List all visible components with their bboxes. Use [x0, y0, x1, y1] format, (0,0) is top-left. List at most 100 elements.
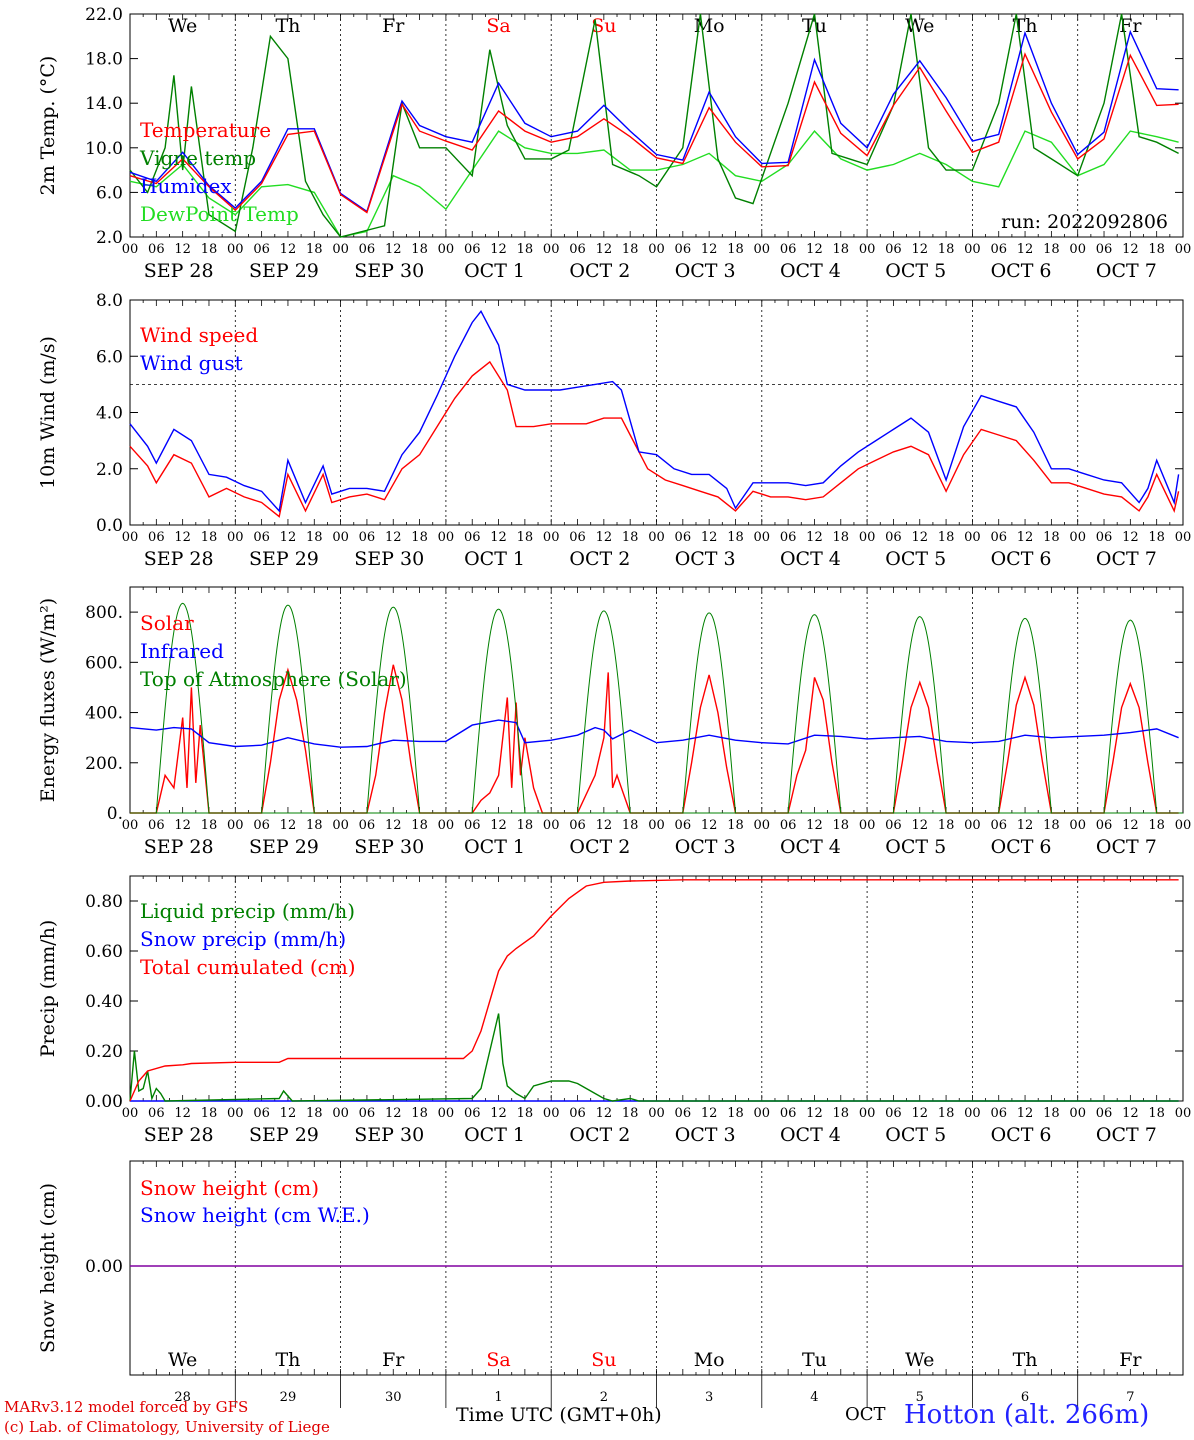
weekday-label: We: [168, 1349, 197, 1371]
legend-entry: Humidex: [140, 174, 232, 198]
hour-tick-label: 00: [754, 242, 771, 257]
hour-tick-label: 00: [859, 818, 876, 833]
hour-tick-label: 12: [596, 1106, 613, 1121]
weekday-label: Fr: [1119, 15, 1142, 37]
y-tick-label: 0.60: [85, 942, 123, 962]
hour-tick-label: 18: [938, 818, 955, 833]
day-number-label: 1: [494, 1390, 502, 1405]
hour-tick-label: 12: [701, 242, 718, 257]
hour-tick-label: 12: [596, 530, 613, 545]
weekday-label: Sa: [486, 1349, 510, 1371]
hour-tick-label: 18: [938, 530, 955, 545]
hour-tick-label: 00: [754, 1106, 771, 1121]
hour-tick-label: 18: [1148, 530, 1165, 545]
day-number-label: 5: [916, 1390, 924, 1405]
series-line-total-cumulated-cm-: [129, 879, 1179, 1102]
hour-tick-label: 12: [911, 818, 928, 833]
series-line-toa: [1099, 619, 1162, 814]
hour-tick-label: 18: [938, 1106, 955, 1121]
hour-tick-label: 00: [648, 530, 665, 545]
hour-tick-label: 00: [648, 242, 665, 257]
hour-tick-label: 06: [464, 818, 481, 833]
hour-tick-label: 06: [675, 818, 692, 833]
weekday-label: Su: [591, 1349, 616, 1371]
legend-entry: Temperature: [140, 118, 271, 142]
date-label: OCT 3: [675, 836, 736, 858]
hour-tick-label: 18: [727, 1106, 744, 1121]
hour-tick-label: 12: [1122, 818, 1139, 833]
date-label: SEP 29: [249, 548, 319, 570]
hour-tick-label: 18: [938, 242, 955, 257]
hour-tick-label: 00: [1069, 1106, 1086, 1121]
hour-tick-label: 00: [227, 242, 244, 257]
hour-tick-label: 00: [438, 530, 455, 545]
hour-tick-label: 00: [1175, 242, 1192, 257]
hour-tick-label: 00: [964, 1106, 981, 1121]
hour-tick-label: 06: [464, 242, 481, 257]
date-label: OCT 5: [885, 836, 946, 858]
series-line-temperature: [129, 52, 1179, 214]
y-tick-label: 0.0: [96, 516, 123, 536]
hour-tick-label: 12: [911, 530, 928, 545]
hour-tick-label: 00: [227, 530, 244, 545]
legend-entry: Total cumulated (cm): [140, 955, 356, 979]
hour-tick-label: 12: [385, 530, 402, 545]
hour-tick-label: 06: [780, 242, 797, 257]
hour-tick-label: 06: [1096, 818, 1113, 833]
date-label: SEP 30: [354, 1124, 424, 1146]
date-label: SEP 29: [249, 260, 319, 282]
day-number-label: 30: [385, 1390, 402, 1405]
hour-tick-label: 12: [596, 818, 613, 833]
series-line-toa: [889, 616, 951, 814]
day-number-label: 29: [280, 1390, 297, 1405]
hour-tick-label: 06: [885, 818, 902, 833]
date-label: OCT 6: [991, 836, 1052, 858]
hour-tick-label: 18: [517, 1106, 534, 1121]
hour-tick-label: 18: [1148, 818, 1165, 833]
date-label: OCT 1: [464, 548, 525, 570]
hour-tick-label: 00: [1069, 818, 1086, 833]
weekday-label: Th: [275, 1349, 300, 1371]
date-label: OCT 3: [675, 548, 736, 570]
y-tick-label: 2.0: [96, 460, 123, 480]
weekday-label: Sa: [486, 15, 510, 37]
hour-tick-label: 18: [1043, 818, 1060, 833]
hour-tick-label: 18: [622, 530, 639, 545]
hour-tick-label: 18: [306, 530, 323, 545]
date-label: OCT 5: [885, 1124, 946, 1146]
hour-tick-label: 18: [622, 818, 639, 833]
weekday-label: Th: [275, 15, 300, 37]
hour-tick-label: 06: [464, 1106, 481, 1121]
hour-tick-label: 00: [1175, 818, 1192, 833]
hour-tick-label: 18: [1043, 1106, 1060, 1121]
hour-tick-label: 06: [1096, 1106, 1113, 1121]
hour-tick-label: 06: [990, 1106, 1007, 1121]
lab-credit: (c) Lab. of Climatology, University of L…: [4, 1418, 330, 1436]
hour-tick-label: 00: [859, 1106, 876, 1121]
hour-tick-label: 12: [701, 818, 718, 833]
date-label: OCT 2: [569, 548, 630, 570]
hour-tick-label: 00: [332, 242, 349, 257]
date-label: SEP 28: [144, 260, 214, 282]
hour-tick-label: 12: [174, 530, 191, 545]
hour-tick-label: 06: [569, 242, 586, 257]
y-tick-label: 0.20: [85, 1042, 123, 1062]
day-number-label: 3: [705, 1390, 713, 1405]
day-number-label: 7: [1126, 1390, 1134, 1405]
date-label: OCT 4: [780, 548, 841, 570]
series-line-toa: [257, 604, 319, 814]
hour-tick-label: 18: [727, 530, 744, 545]
weekday-label: We: [168, 15, 197, 37]
hour-tick-label: 12: [280, 1106, 297, 1121]
hour-tick-label: 18: [306, 242, 323, 257]
hour-tick-label: 06: [990, 242, 1007, 257]
hour-tick-label: 06: [1096, 242, 1113, 257]
hour-tick-label: 00: [543, 242, 560, 257]
hour-tick-label: 00: [964, 242, 981, 257]
date-label: SEP 29: [249, 1124, 319, 1146]
hour-tick-label: 06: [359, 818, 376, 833]
hour-tick-label: 12: [1017, 1106, 1034, 1121]
hour-tick-label: 00: [332, 818, 349, 833]
hour-tick-label: 06: [253, 242, 270, 257]
